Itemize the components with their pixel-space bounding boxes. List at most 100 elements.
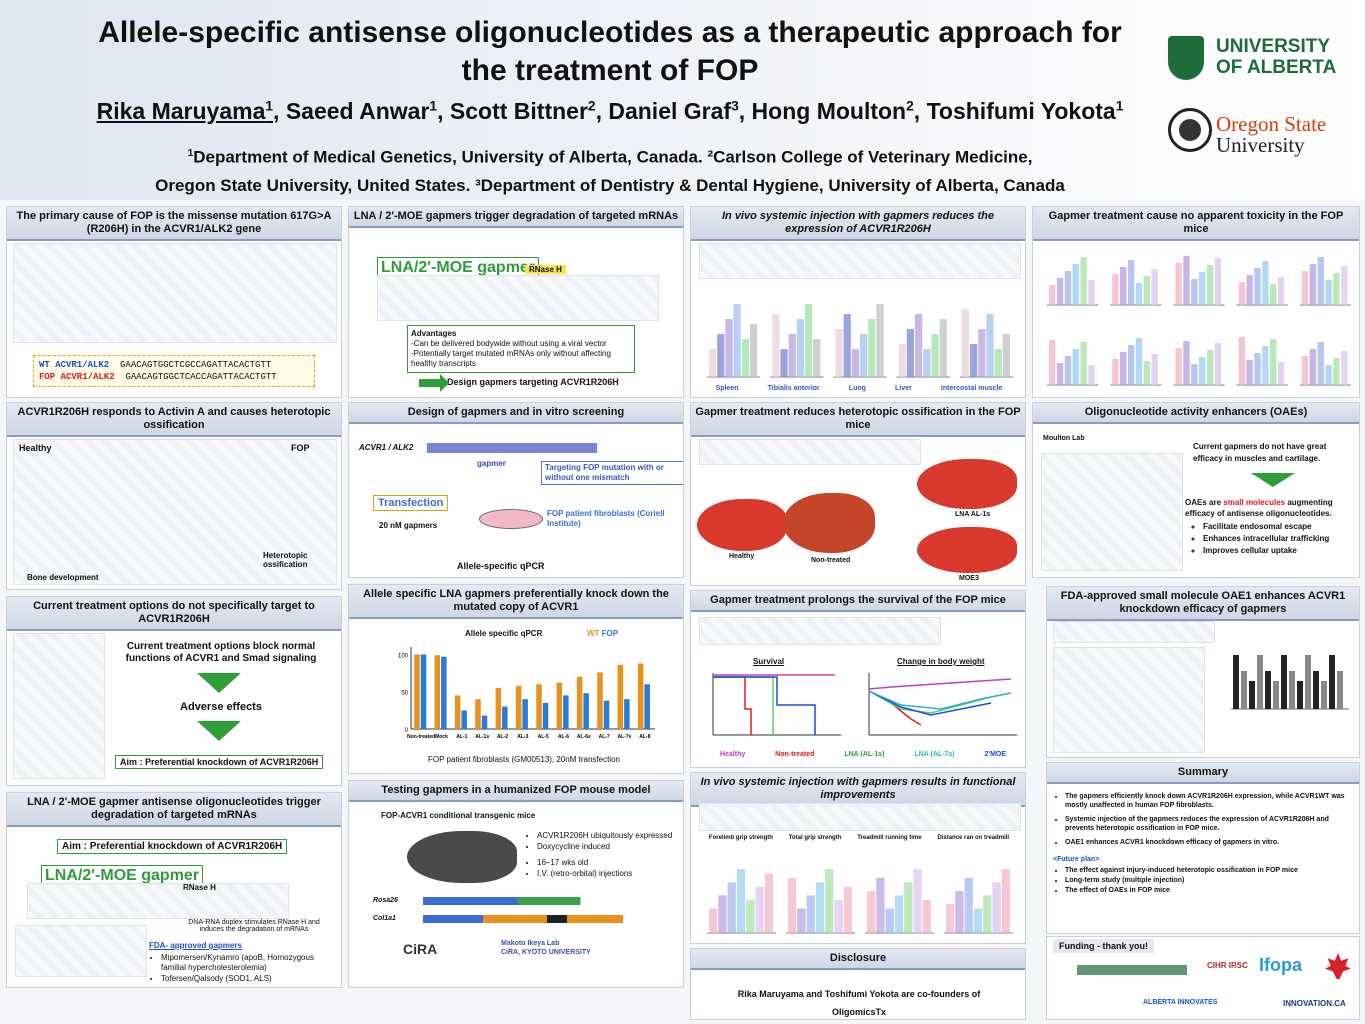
- mini-bar: [1072, 349, 1079, 385]
- mini-bar: [867, 891, 876, 933]
- bar-fop: [563, 695, 569, 729]
- mini-bar: [922, 899, 931, 933]
- x-tick-label: AL-8: [639, 734, 650, 740]
- mini-bar: [1112, 359, 1119, 385]
- mini-bar: [1262, 261, 1269, 305]
- mini-bar: [746, 899, 755, 933]
- moulton-lab-label: Moulton Lab: [1043, 435, 1085, 442]
- title-line-1: Allele-specific antisense oligonucleotid…: [98, 16, 1122, 49]
- seal-icon: [1168, 108, 1212, 152]
- mini-bar: [806, 895, 815, 933]
- mini-bar: [834, 899, 843, 933]
- affiliation-line-1: Department of Medical Genetics, Universi…: [193, 147, 1033, 167]
- mouse-icon: [407, 831, 517, 883]
- mini-bar: [1277, 277, 1285, 305]
- fda-item: Mipomersen/Kynamro (apoB, Homozygous fam…: [161, 953, 335, 973]
- mini-bar: [709, 349, 717, 377]
- arrow-down-icon: [197, 673, 241, 693]
- mini-bar: [788, 334, 796, 377]
- function-labels: Forelimb grip strength Total grip strengt…: [708, 835, 1010, 841]
- mini-bar: [780, 349, 788, 377]
- aim-box: Aim : Preferential knockdown of ACVR1R20…: [57, 839, 288, 854]
- mini-bar: [825, 869, 834, 933]
- legend-fop: FOP: [601, 629, 619, 638]
- fda-item: Tofersen/Qalsody (SOD1, ALS): [161, 974, 335, 984]
- mini-bar: [709, 908, 718, 933]
- mini-bar: [725, 319, 733, 377]
- aim-box: Aim : Preferential knockdown of ACVR1R20…: [115, 755, 324, 769]
- mini-bar: [1246, 275, 1253, 305]
- mini-bar: [736, 869, 746, 933]
- col1a1-label: Col1a1: [373, 915, 396, 922]
- targeting-box: Targeting FOP mutation with or without o…: [541, 461, 683, 485]
- exon-track: [427, 443, 597, 453]
- toxicity-panel: [1236, 337, 1288, 386]
- panel-functional: In vivo systemic injection with gapmers …: [690, 772, 1026, 944]
- bar-wt: [414, 654, 420, 729]
- author-5: Hong Moulton2,: [751, 98, 921, 124]
- bar-wt: [475, 699, 481, 729]
- concentration-label: 20 nM gapmers: [379, 521, 438, 530]
- y-tick-label: 50: [401, 691, 408, 697]
- toxicity-panel: [1110, 338, 1162, 386]
- mini-bar: [915, 314, 923, 377]
- mini-bar: [1305, 655, 1311, 709]
- mini-bar: [986, 314, 994, 377]
- summary-body: The gapmers efficiently knock down ACVR1…: [1047, 784, 1359, 903]
- mini-bar: [1191, 279, 1198, 305]
- qpcr-bar-chart: 0 50 100 Non-treated Mock AL-1 AL-1s AL-2 AL-3 AL…: [398, 647, 655, 740]
- bar-fop: [420, 654, 427, 729]
- panel-title: Design of gapmers and in vitro screening: [349, 403, 683, 424]
- mini-bar: [1135, 283, 1143, 305]
- mini-bar: [1120, 352, 1127, 385]
- bar-fop: [624, 699, 630, 729]
- panel-primary-cause: The primary cause of FOP is the missense…: [6, 206, 342, 398]
- mini-bar: [1262, 346, 1269, 385]
- title-line-2: the treatment of FOP: [461, 54, 759, 87]
- mini-bar: [764, 873, 773, 933]
- arrow-down-icon: [197, 721, 241, 741]
- mini-bar: [1329, 655, 1335, 709]
- mini-bar: [1265, 671, 1271, 709]
- mini-bar: [1199, 272, 1206, 305]
- bar-fop: [644, 684, 650, 729]
- toxicity-panel: [1299, 257, 1352, 306]
- arrow-right-icon: [419, 373, 449, 392]
- x-tick-label: AL-7: [599, 734, 610, 740]
- arrow-down-icon: [1251, 473, 1295, 487]
- panel-title: Disclosure: [691, 949, 1025, 970]
- mini-bar: [906, 329, 914, 377]
- gene-structure-figure: [13, 243, 337, 343]
- mini-bar: [1088, 280, 1095, 305]
- timeline-diagram: [699, 803, 1021, 831]
- mini-bar: [733, 304, 741, 377]
- mini-bar: [983, 895, 992, 933]
- panel-title: Gapmer treatment reduces heterotopic oss…: [691, 403, 1025, 437]
- mini-bar: [1049, 285, 1056, 305]
- chart-title: Allele specific qPCR: [465, 629, 543, 638]
- toxicity-panel: [1110, 260, 1162, 306]
- mini-bar: [898, 344, 906, 377]
- mini-bar: [1281, 655, 1287, 709]
- x-tick-label: AL-1: [456, 734, 467, 740]
- mini-bar: [1135, 338, 1143, 385]
- dish-icon: [479, 509, 543, 529]
- treatment-text: Current treatment options block normal f…: [125, 641, 317, 664]
- mini-bar: [970, 344, 978, 377]
- mini-bar: [1214, 258, 1222, 305]
- oae1-bar-chart: [1231, 655, 1349, 710]
- bar-wt: [597, 672, 603, 729]
- panel-survival: Gapmer treatment prolongs the survival o…: [690, 590, 1026, 768]
- mini-bar: [1120, 267, 1127, 305]
- mini-bar: [1002, 334, 1010, 377]
- toxicity-panel: [1299, 342, 1352, 386]
- fda-list: FDA- approved gapmers Mipomersen/Kynamro…: [149, 941, 335, 986]
- mini-bar: [1309, 349, 1317, 385]
- panel-funding: Funding - thank you! CIHR IRSC Ifopa ALB…: [1046, 936, 1360, 1020]
- function-bar-charts: [707, 869, 1013, 934]
- mini-bar: [1151, 354, 1158, 385]
- mini-bar: [1056, 278, 1064, 305]
- ua-faculty-logo: [1077, 965, 1187, 975]
- mini-bar: [1151, 269, 1158, 305]
- rnase-label: RNase H: [183, 883, 216, 892]
